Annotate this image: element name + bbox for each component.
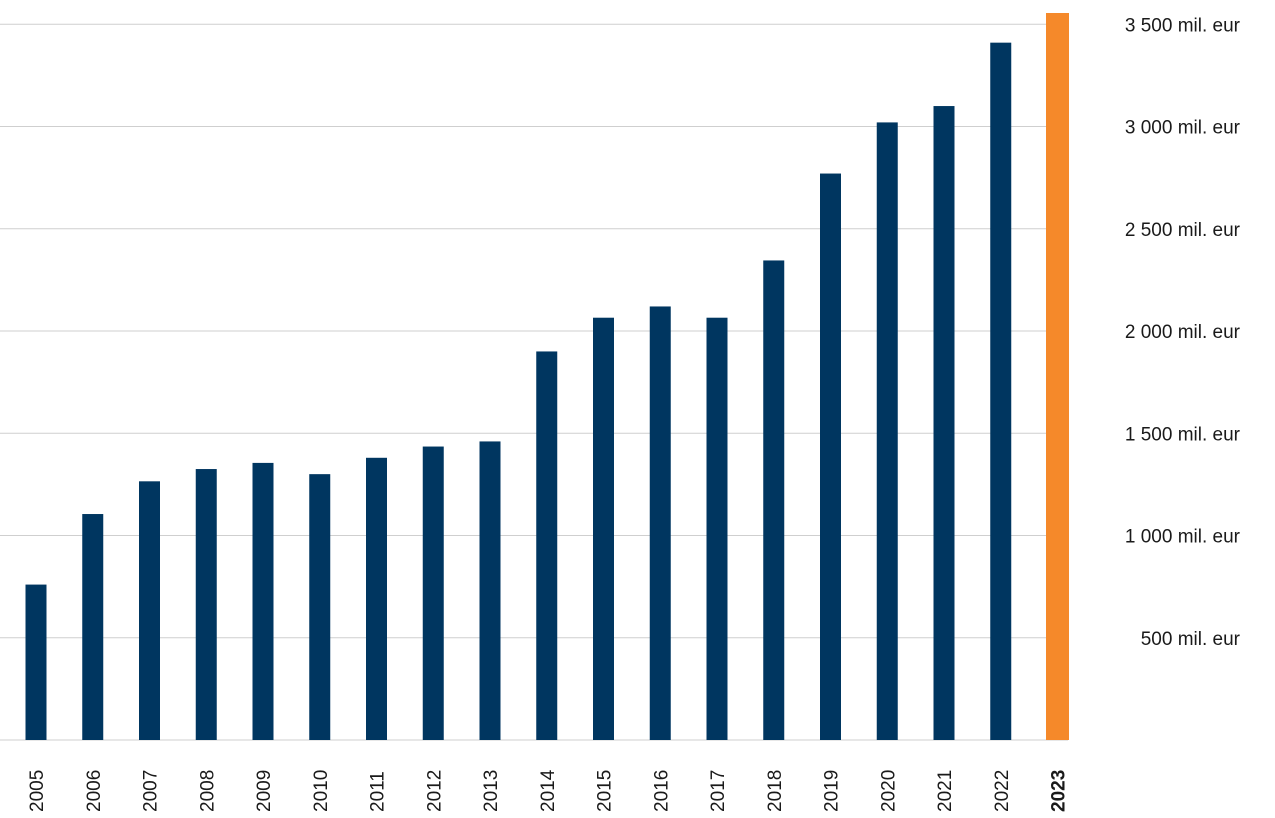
x-tick-label: 2019 (822, 770, 843, 812)
x-axis-ticks: 2005 2006 2007 2008 2009 2010 2011 2012 2013 2014… (27, 769, 1070, 812)
bar-2007 (139, 481, 160, 740)
gridlines (0, 23, 1068, 741)
bar-2006 (82, 514, 104, 740)
bar-2017 (706, 317, 728, 740)
x-tick-label: 2023 (1049, 770, 1070, 812)
x-tick-label: 2007 (141, 770, 162, 812)
bar-2021 (933, 106, 955, 741)
x-tick-label: 2017 (708, 770, 729, 812)
x-tick-label: 2009 (254, 770, 275, 812)
y-tick-label: 1 500 mil. eur (1125, 424, 1241, 445)
bar-2016 (649, 306, 671, 740)
bar-2010 (309, 474, 331, 740)
bar-2014 (536, 351, 558, 740)
x-tick-label: 2020 (878, 770, 899, 812)
x-tick-label: 2010 (311, 770, 332, 812)
bar-2013 (479, 441, 501, 740)
x-tick-label: 2011 (368, 771, 389, 812)
y-tick-label: 2 500 mil. eur (1125, 220, 1241, 241)
bar-2019 (820, 173, 841, 741)
x-tick-label: 2012 (424, 770, 445, 812)
y-axis-ticks: 500 mil. eur 1 000 mil. eur 1 500 mil. eur… (1125, 15, 1241, 650)
bar-2011 (366, 457, 387, 740)
bar-2009 (252, 462, 274, 740)
x-tick-label: 2015 (595, 770, 616, 812)
x-tick-label: 2014 (538, 769, 559, 812)
bar-2008 (195, 469, 217, 740)
bar-2015 (593, 317, 614, 740)
bar-2005 (25, 584, 47, 740)
x-tick-label: 2022 (992, 770, 1013, 812)
bar-2023 (1046, 13, 1069, 740)
x-tick-label: 2021 (935, 770, 956, 812)
bar-2018 (763, 260, 785, 740)
y-tick-label: 3 000 mil. eur (1125, 118, 1241, 139)
x-tick-label: 2013 (481, 770, 502, 812)
x-tick-label: 2018 (765, 770, 786, 812)
bar-2012 (422, 446, 444, 740)
y-tick-label: 3 500 mil. eur (1125, 15, 1241, 36)
y-tick-label: 1 000 mil. eur (1125, 527, 1241, 548)
x-tick-label: 2006 (84, 770, 105, 812)
y-tick-label: 2 000 mil. eur (1125, 322, 1241, 343)
bar-2020 (876, 122, 898, 740)
bar-2022 (990, 42, 1012, 741)
x-tick-label: 2005 (27, 770, 48, 812)
x-tick-label: 2016 (651, 770, 672, 812)
x-tick-label: 2008 (197, 770, 218, 812)
bars (25, 13, 1069, 741)
y-tick-label: 500 mil. eur (1141, 629, 1241, 650)
